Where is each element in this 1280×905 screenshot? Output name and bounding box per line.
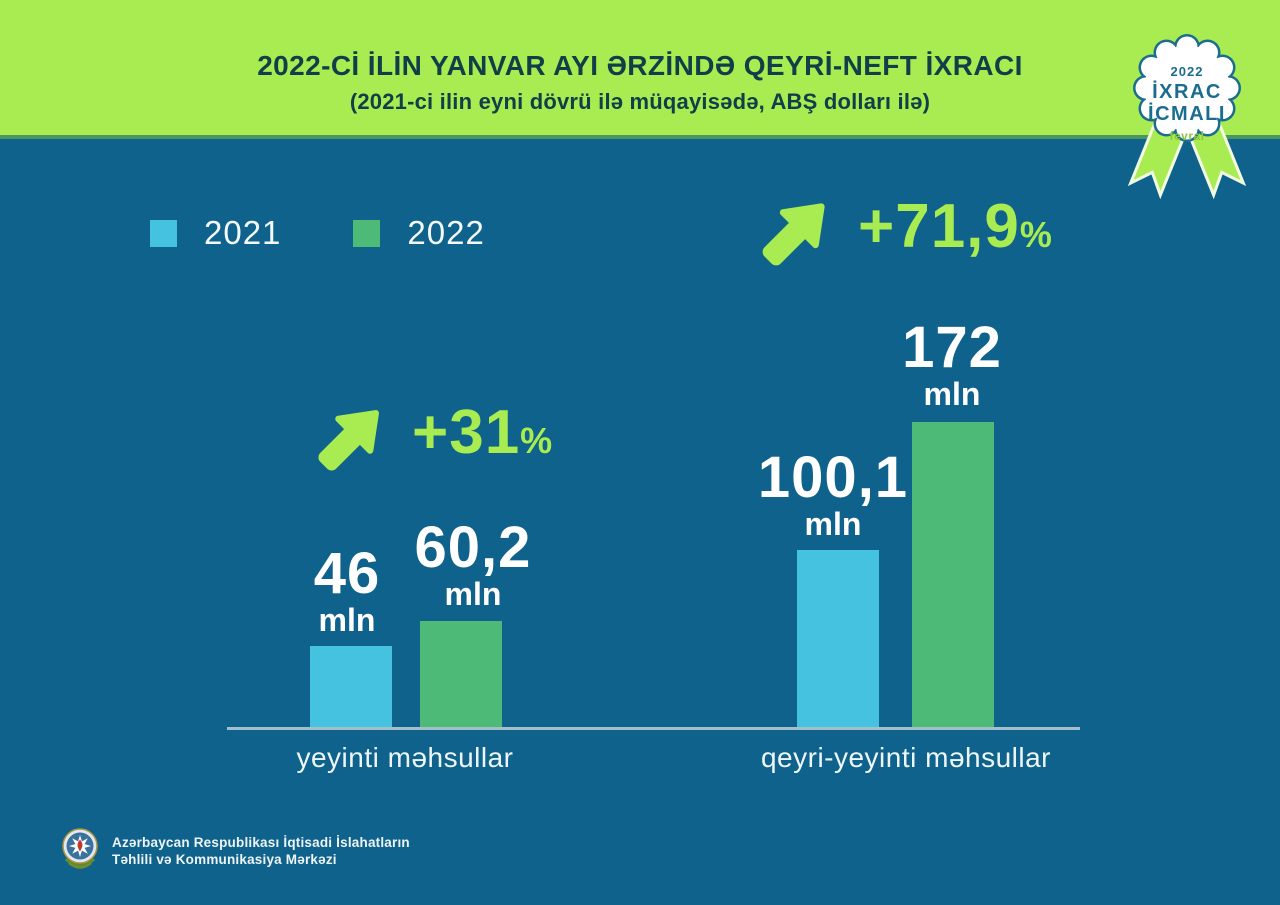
legend-item-2022: 2022 xyxy=(353,214,484,252)
organization-name: Azərbaycan Respublikası İqtisadi İslahat… xyxy=(112,835,410,867)
growth-percent-qeyri-yeyinti: +71,9% xyxy=(858,192,1053,261)
badge-year: 2022 xyxy=(1170,64,1204,79)
legend-swatch-2021 xyxy=(150,219,177,247)
legend: 2021 2022 xyxy=(150,214,485,252)
legend-label-2021: 2021 xyxy=(204,214,282,251)
up-right-arrow-icon xyxy=(318,410,379,471)
badge-title-line2: İCMALI xyxy=(1148,103,1226,125)
growth-annotation-qeyri-yeyinti: +71,9% xyxy=(756,186,1053,276)
legend-swatch-2022 xyxy=(353,219,381,247)
bar-2022-yeyinti xyxy=(420,621,502,728)
bar-2021-qeyri-yeyinti xyxy=(797,550,879,728)
bar-2022-qeyri-yeyinti xyxy=(912,422,994,728)
up-right-arrow-icon xyxy=(762,203,825,266)
page-subtitle: (2021-ci ilin eyni dövrü ilə müqayisədə,… xyxy=(349,89,931,114)
value-label-2021-qeyri-yeyinti: 100,1 mln xyxy=(757,444,909,542)
legend-label-2022: 2022 xyxy=(407,214,485,251)
growth-percent-yeyinti: +31% xyxy=(412,398,554,467)
header: 2022-Cİ İLİN YANVAR AYI ƏRZİNDƏ QEYRİ-NE… xyxy=(0,0,1280,139)
growth-annotation-yeyinti: +31% xyxy=(312,392,553,482)
award-badge: 2022 İXRAC İCMALI fevral xyxy=(1127,26,1247,216)
page-title: 2022-Cİ İLİN YANVAR AYI ƏRZİNDƏ QEYRİ-NE… xyxy=(257,50,1023,81)
value-label-2022-yeyinti: 60,2 mln xyxy=(414,514,532,612)
seal-ribbon-icon xyxy=(1127,34,1247,200)
azerbaijan-emblem-icon xyxy=(62,828,98,869)
legend-item-2021: 2021 xyxy=(150,214,281,252)
category-label-qeyri-yeyinti: qeyri-yeyinti məhsullar xyxy=(760,742,1052,773)
badge-title-line1: İXRAC xyxy=(1152,81,1222,103)
value-label-2022-qeyri-yeyinti: 172 mln xyxy=(902,314,1002,412)
footer: Azərbaycan Respublikası İqtisadi İslahat… xyxy=(60,826,410,880)
category-label-yeyinti: yeyinti məhsullar xyxy=(296,742,514,773)
badge-month: fevral xyxy=(1169,129,1205,143)
bar-2021-yeyinti xyxy=(310,646,392,728)
x-axis-line xyxy=(227,727,1080,730)
value-label-2021-yeyinti: 46 mln xyxy=(313,540,381,638)
